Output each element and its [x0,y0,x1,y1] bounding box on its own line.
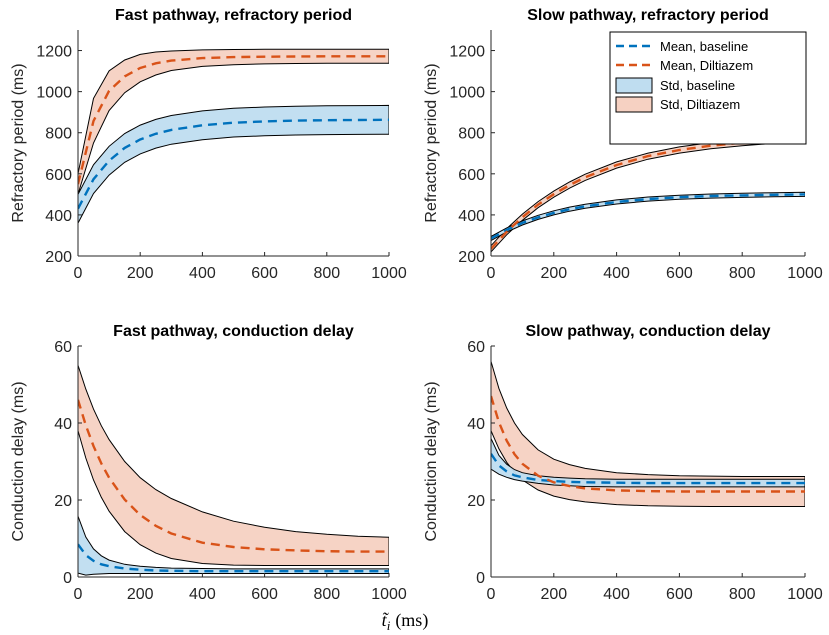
plot-area [491,135,805,253]
y-axis-label: Refractory period (ms) [423,63,440,222]
y-tick-label: 800 [45,126,72,143]
panels: 0 200 400 600 800 100020040060080010001200Fas… [10,7,823,603]
chart-panel-2: 0 200 400 600 800 100020040060080010001200Slo… [423,7,823,282]
x-tick-label: 400 [603,265,630,282]
plot-area [78,48,389,224]
y-tick-label: 60 [54,339,72,356]
x-tick-label: 1000 [787,265,823,282]
y-tick-label: 400 [45,208,72,225]
y-tick-label: 40 [54,416,72,433]
x-tick-label: 600 [666,586,693,603]
y-tick-label: 0 [63,570,72,587]
chart-panel-1: 0 200 400 600 800 100020040060080010001200Fas… [10,7,407,282]
x-tick-label: 1000 [371,586,407,603]
mean-line-diltiazem [78,55,389,185]
y-axis-label: Refractory period (ms) [10,63,27,222]
chart-panel-4: 0 200 400 600 800 1000 0 20 40 60 Slow pathway, co… [423,323,823,603]
chart-title: Slow pathway, conduction delay [525,323,770,340]
x-tick-label: 800 [313,265,340,282]
mean-line-baseline [78,543,389,573]
std-band-diltiazem [78,48,389,195]
y-tick-label: 1200 [36,44,72,61]
legend-label-std-baseline: Std, baseline [660,78,735,93]
x-tick-label: 200 [127,586,154,603]
y-tick-label: 600 [45,167,72,184]
plot-area [491,361,805,507]
y-tick-label: 600 [458,167,485,184]
x-tick-label: 400 [189,265,216,282]
y-tick-label: 400 [458,208,485,225]
y-axis-label: Conduction delay (ms) [423,381,440,541]
chart-title: Slow pathway, refractory period [527,7,769,24]
mean-line-baseline [78,118,389,210]
x-tick-label: 800 [729,265,756,282]
mean-line-baseline [491,193,805,240]
y-tick-label: 20 [467,493,485,510]
x-tick-label: 800 [313,586,340,603]
x-tick-label: 200 [540,265,567,282]
x-tick-label: 1000 [787,586,823,603]
legend-swatch-std-diltiazem [615,96,653,113]
x-tick-label: 0 [487,586,496,603]
x-tick-label: 0 [74,586,83,603]
legend-label-std-diltiazem: Std, Diltiazem [660,97,740,112]
y-tick-label: 200 [45,249,72,266]
x-tick-label: 400 [189,586,216,603]
y-tick-label: 1200 [449,44,485,61]
std-band-baseline [491,191,805,242]
x-tick-label: 1000 [371,265,407,282]
std-band-baseline [78,104,389,224]
x-tick-label: 200 [540,586,567,603]
std-band-diltiazem [78,365,389,566]
y-axis-label: Conduction delay (ms) [10,381,27,541]
y-tick-label: 1000 [36,85,72,102]
x-tick-label: 0 [487,265,496,282]
x-tick-label: 800 [729,586,756,603]
legend-label-mean-baseline: Mean, baseline [660,39,748,54]
legend-swatch-std-baseline [615,77,653,94]
legend-label-mean-diltiazem: Mean, Diltiazem [660,58,753,73]
x-tick-label: 600 [251,265,278,282]
plot-area [78,365,389,576]
std-band-diltiazem [491,361,805,507]
y-tick-label: 0 [476,570,485,587]
chart-title: Fast pathway, conduction delay [113,323,354,340]
legend: Mean, baseline Mean, Diltiazem Std, base… [609,31,807,145]
y-tick-label: 1000 [449,85,485,102]
x-tick-label: 600 [666,265,693,282]
x-tick-label: 400 [603,586,630,603]
y-tick-label: 20 [54,493,72,510]
chart-title: Fast pathway, refractory period [115,7,352,24]
y-tick-label: 40 [467,416,485,433]
chart-panel-3: 0 200 400 600 800 1000 0 20 40 60 Fast pathway, co… [10,323,407,603]
y-tick-label: 200 [458,249,485,266]
std-band-baseline [78,516,389,576]
mean-line-baseline [491,453,805,485]
common-x-axis-label: t̃i (ms) [382,610,429,633]
x-tick-label: 600 [251,586,278,603]
x-tick-label: 200 [127,265,154,282]
y-tick-label: 800 [458,126,485,143]
x-tick-label: 0 [74,265,83,282]
mean-line-diltiazem [491,395,805,493]
y-tick-label: 60 [467,339,485,356]
